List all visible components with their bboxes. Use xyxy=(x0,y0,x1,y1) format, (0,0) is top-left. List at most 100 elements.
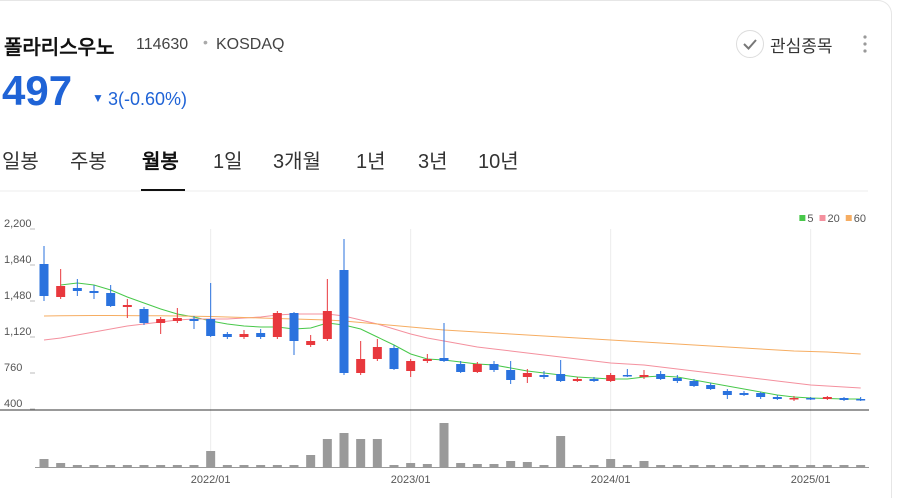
candle-body xyxy=(839,398,849,400)
legend-label: 5 xyxy=(807,213,813,225)
volume-bar xyxy=(172,465,182,467)
candle-body xyxy=(772,397,782,399)
volume-bar xyxy=(772,465,782,467)
volume-bar xyxy=(289,465,299,467)
x-tick-label: 2024/01 xyxy=(591,474,631,486)
volume-bar xyxy=(606,459,616,467)
candle-body xyxy=(56,286,66,297)
volume-bar xyxy=(422,464,432,467)
period-tab[interactable]: 3개월 xyxy=(273,151,321,173)
candle-body xyxy=(172,318,182,321)
period-tab[interactable]: 1일 xyxy=(213,151,243,173)
period-tab[interactable]: 일봉 xyxy=(2,151,39,173)
candle-body xyxy=(822,397,832,399)
stock-name: 폴라리스우노 xyxy=(4,37,115,59)
check-icon xyxy=(743,39,757,50)
candle-body xyxy=(522,373,532,377)
volume-bar xyxy=(489,464,499,467)
volume-bar xyxy=(389,465,399,467)
candle-body xyxy=(106,293,116,306)
candle-body xyxy=(322,311,332,339)
volume-bar xyxy=(306,455,316,467)
legend-swatch xyxy=(819,215,826,221)
candle-body xyxy=(72,288,82,291)
candle-body xyxy=(789,398,799,400)
volume-bar xyxy=(839,465,849,467)
volume-bar xyxy=(472,464,482,467)
candle-body xyxy=(706,385,716,389)
volume-bar xyxy=(256,465,266,467)
legend-label: 20 xyxy=(828,213,840,225)
candle-body xyxy=(439,358,449,361)
volume-bar xyxy=(722,465,732,467)
separator: • xyxy=(203,34,208,50)
period-tab[interactable]: 월봉 xyxy=(142,151,179,173)
legend-swatch xyxy=(845,215,852,221)
candle-body xyxy=(589,379,599,381)
y-tick-label: 2,200 xyxy=(4,218,32,230)
candle-body xyxy=(189,319,199,321)
volume-bar xyxy=(556,436,566,467)
volume-bar xyxy=(72,465,82,467)
stock-code: 114630 xyxy=(136,36,189,53)
more-menu[interactable] xyxy=(863,35,867,53)
candle-body xyxy=(756,393,766,397)
watch-button[interactable] xyxy=(736,30,764,58)
period-tab[interactable]: 10년 xyxy=(478,151,519,173)
volume-bar xyxy=(639,461,649,467)
y-tick-label: 1,120 xyxy=(4,326,32,338)
y-tick-label: 760 xyxy=(4,362,22,374)
legend-swatch xyxy=(799,215,806,221)
candle-body xyxy=(256,333,266,337)
candle-body xyxy=(672,378,682,381)
candle-body xyxy=(689,381,699,386)
volume-bar xyxy=(439,423,449,467)
y-tick-label: 1,840 xyxy=(4,254,32,266)
x-tick-label: 2025/01 xyxy=(791,474,831,486)
volume-bar xyxy=(122,465,132,467)
volume-bar xyxy=(739,465,749,467)
down-arrow: ▼ xyxy=(92,91,104,105)
volume-bar xyxy=(372,439,382,467)
candle-body xyxy=(372,347,382,359)
candle-body xyxy=(89,291,99,293)
volume-bar xyxy=(522,462,532,467)
period-tab[interactable]: 1년 xyxy=(356,151,386,173)
volume-bar xyxy=(356,439,366,467)
volume-bar xyxy=(56,463,66,467)
candle-body xyxy=(472,364,482,372)
volume-bar xyxy=(272,465,282,467)
candle-body xyxy=(422,359,432,361)
moving-average-line xyxy=(43,315,861,355)
x-tick-label: 2023/01 xyxy=(391,474,431,486)
volume-bar xyxy=(406,463,416,467)
volume-bar xyxy=(39,459,49,467)
moving-average-line xyxy=(60,282,861,400)
candle-body xyxy=(206,319,216,336)
candle-body xyxy=(289,313,299,341)
period-tab[interactable]: 3년 xyxy=(418,151,448,173)
volume-bar xyxy=(339,433,349,467)
volume-bar xyxy=(106,465,116,467)
volume-bar xyxy=(572,465,582,467)
period-tab[interactable]: 주봉 xyxy=(70,151,107,173)
candle-body xyxy=(239,334,249,337)
volume-bar xyxy=(789,465,799,467)
candle-body xyxy=(306,341,316,345)
volume-bar xyxy=(756,465,766,467)
candle-body xyxy=(622,375,632,377)
moving-average-line xyxy=(43,313,861,389)
y-tick-label: 1,480 xyxy=(4,290,32,302)
price-change: 3(-0.60%) xyxy=(108,89,188,109)
candle-body xyxy=(739,393,749,395)
active-tab-underline xyxy=(141,189,185,191)
price: 497 xyxy=(2,67,73,114)
candle-body xyxy=(139,309,149,323)
watch-label[interactable]: 관심종목 xyxy=(770,37,833,56)
candle-body xyxy=(606,375,616,381)
candle-body xyxy=(556,374,566,381)
y-tick-label: 400 xyxy=(4,398,22,410)
volume-bar xyxy=(856,465,866,467)
candle-body xyxy=(489,364,499,370)
